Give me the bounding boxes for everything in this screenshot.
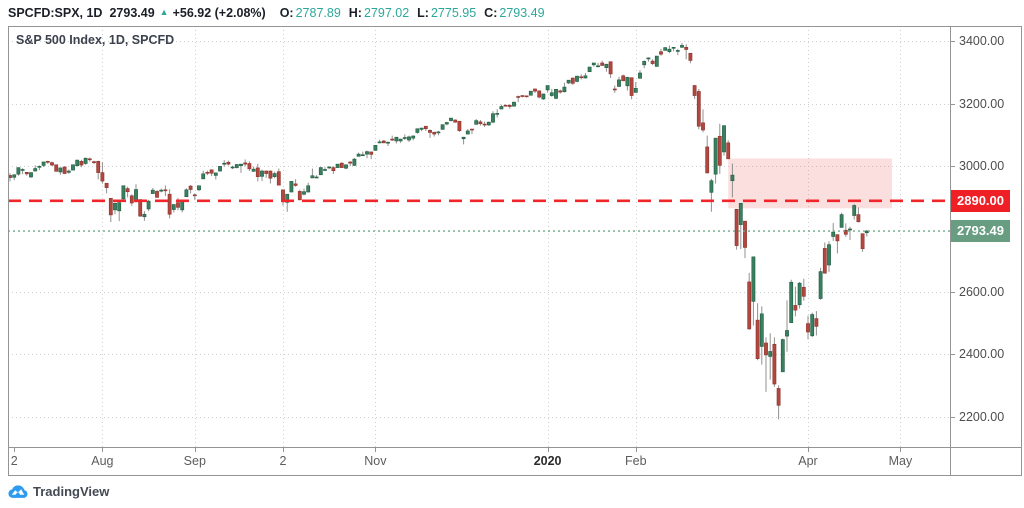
tradingview-logo-text: TradingView [33,484,110,499]
x-axis-label: Apr [798,454,818,468]
y-axis-label: 3200.00 [959,96,1005,111]
low-label: L: [417,6,429,20]
last-price-badge: 2793.49 [951,220,1010,243]
price-axis[interactable] [950,26,1022,475]
x-axis-label: Sep [183,454,206,468]
alert-price-badge: 2890.00 [951,189,1010,212]
x-axis-label: Aug [91,454,114,468]
close-label: C: [484,6,498,20]
price-change: +56.92 (+2.08%) [172,6,266,20]
last-price: 2793.49 [109,6,155,20]
x-axis-label: 2020 [533,454,562,468]
grid-lines [8,26,950,447]
y-axis-label: 2200.00 [959,409,1005,424]
low-value: 2775.95 [430,6,477,20]
chart-legend[interactable]: S&P 500 Index, 1D, SPCFD [16,33,175,47]
x-axis-label: Nov [364,454,387,468]
tradingview-cloud-icon [8,484,28,499]
symbol-title[interactable]: SPCFD:SPX, 1D [8,6,103,20]
price-up-arrow-icon: ▲ [159,7,169,17]
symbol-header: SPCFD:SPX, 1D 2793.49 ▲ +56.92 (+2.08%) … [8,4,547,22]
chart-frame [8,26,1022,476]
tradingview-logo[interactable]: TradingView [8,484,109,499]
y-axis-label: 3000.00 [959,159,1005,174]
x-axis-label: 2 [10,454,18,468]
y-axis-label: 2600.00 [959,284,1005,299]
candles [8,42,869,420]
y-axis-label: 3400.00 [959,34,1005,49]
open-label: O: [279,6,294,20]
open-value: 2787.89 [295,6,341,20]
high-label: H: [348,6,362,20]
x-axis-label: May [888,454,913,468]
x-axis-label: Feb [625,454,647,468]
high-value: 2797.02 [363,6,410,20]
x-axis-label: 2 [279,454,287,468]
close-value: 2793.49 [499,6,545,20]
y-axis-label: 2400.00 [959,347,1005,362]
